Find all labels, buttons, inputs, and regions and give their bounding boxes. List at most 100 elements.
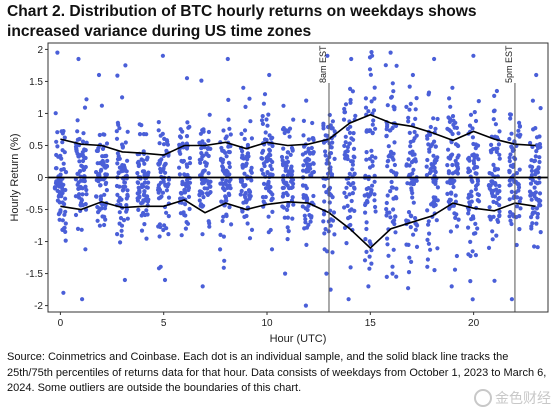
data-point — [60, 190, 65, 196]
data-point — [226, 160, 231, 165]
data-point — [308, 150, 313, 155]
data-point — [514, 195, 519, 200]
data-point — [473, 187, 478, 192]
data-point — [268, 172, 273, 177]
data-point — [425, 257, 430, 262]
data-point — [165, 142, 170, 147]
data-point — [470, 249, 475, 254]
data-point — [487, 171, 492, 176]
data-point — [407, 130, 412, 135]
data-point — [269, 247, 275, 252]
data-point — [497, 209, 502, 214]
data-point — [266, 112, 271, 117]
data-point — [409, 188, 414, 193]
data-point — [471, 231, 477, 236]
data-point — [114, 183, 120, 189]
data-point — [287, 134, 292, 139]
data-point — [429, 162, 434, 167]
data-point — [201, 153, 206, 158]
data-point — [466, 156, 471, 161]
data-point — [476, 157, 481, 162]
data-point — [494, 233, 499, 238]
data-point — [63, 196, 68, 201]
data-point — [323, 133, 328, 138]
data-point — [204, 152, 209, 157]
x-tick-label: 10 — [261, 318, 273, 329]
data-point — [117, 195, 122, 200]
data-point — [242, 136, 247, 142]
data-point — [247, 96, 252, 101]
data-point — [157, 234, 162, 239]
data-point — [281, 205, 286, 210]
data-point — [309, 145, 314, 151]
data-point — [139, 228, 145, 233]
data-point — [372, 198, 377, 203]
data-point — [145, 155, 150, 160]
data-point — [270, 209, 275, 214]
data-point — [156, 128, 161, 133]
data-point — [118, 216, 124, 221]
data-point — [227, 205, 232, 210]
data-point — [386, 144, 391, 149]
outlier-point — [241, 85, 246, 90]
data-point — [368, 72, 373, 77]
data-point — [104, 141, 110, 146]
outlier-point — [432, 56, 437, 62]
data-point — [80, 178, 86, 183]
data-point — [178, 135, 183, 140]
data-point — [60, 140, 65, 145]
data-point — [287, 171, 292, 176]
data-point — [229, 222, 234, 227]
percentile-25-line — [60, 199, 536, 250]
data-point — [518, 132, 523, 137]
data-point — [56, 212, 62, 217]
data-point — [200, 232, 205, 237]
data-point — [135, 198, 140, 203]
data-point — [362, 193, 367, 198]
data-point — [61, 161, 66, 166]
data-point — [259, 156, 264, 161]
data-point — [408, 173, 413, 178]
data-point — [322, 184, 327, 189]
outlier-point — [160, 53, 165, 58]
data-point — [249, 227, 255, 232]
data-point — [408, 101, 413, 106]
data-point — [227, 183, 232, 188]
data-point — [473, 253, 478, 258]
data-point — [178, 211, 183, 216]
data-point — [101, 132, 106, 137]
data-point — [507, 159, 512, 164]
data-point — [115, 161, 120, 166]
data-point — [493, 122, 498, 127]
data-point — [342, 190, 347, 195]
data-point — [384, 200, 389, 206]
data-point — [60, 200, 65, 205]
data-point — [413, 227, 418, 232]
data-point — [537, 180, 542, 185]
data-point — [494, 149, 499, 154]
data-point — [509, 131, 514, 136]
data-point — [307, 213, 312, 218]
data-point — [198, 140, 203, 146]
data-point — [364, 157, 369, 162]
data-point — [99, 206, 104, 211]
y-tick-label: 1.5 — [29, 77, 43, 88]
data-point — [495, 217, 500, 223]
data-point — [179, 233, 184, 238]
data-point — [385, 122, 390, 127]
data-point — [344, 241, 349, 246]
data-point — [84, 192, 89, 197]
data-point — [158, 195, 163, 200]
data-point — [528, 164, 533, 169]
data-point — [433, 181, 438, 186]
data-point — [372, 179, 377, 184]
data-point — [179, 191, 184, 196]
data-point — [349, 198, 354, 204]
data-point — [364, 249, 369, 254]
data-point — [119, 228, 124, 233]
data-point — [528, 140, 533, 146]
data-point — [455, 143, 460, 148]
data-point — [177, 165, 182, 170]
data-point — [116, 198, 121, 204]
data-point — [142, 222, 147, 227]
